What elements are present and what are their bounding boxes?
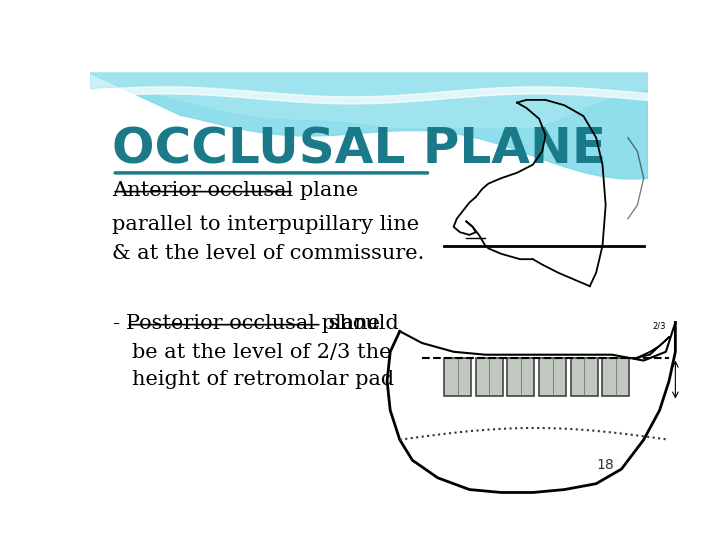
Polygon shape	[90, 73, 648, 179]
Bar	[476, 357, 503, 396]
Polygon shape	[637, 337, 669, 357]
Text: height of retromolar pad: height of retromolar pad	[132, 370, 394, 389]
Bar	[508, 357, 534, 396]
Text: OCCLUSAL PLANE: OCCLUSAL PLANE	[112, 125, 606, 173]
Text: & at the level of commissure.: & at the level of commissure.	[112, 245, 425, 264]
Text: should: should	[322, 314, 398, 333]
Text: be at the level of 2/3 the: be at the level of 2/3 the	[132, 343, 392, 362]
Text: 2/3: 2/3	[653, 321, 666, 330]
Polygon shape	[90, 87, 648, 104]
Polygon shape	[90, 73, 648, 127]
Bar	[444, 357, 471, 396]
Text: Posterior occlusal plane: Posterior occlusal plane	[126, 314, 380, 333]
Text: 18: 18	[597, 458, 615, 472]
Bar	[571, 357, 598, 396]
Bar	[603, 357, 629, 396]
Bar	[539, 357, 566, 396]
Text: parallel to interpupillary line: parallel to interpupillary line	[112, 215, 420, 234]
Text: -: -	[112, 314, 120, 333]
Text: Anterior occlusal plane: Anterior occlusal plane	[112, 181, 359, 200]
